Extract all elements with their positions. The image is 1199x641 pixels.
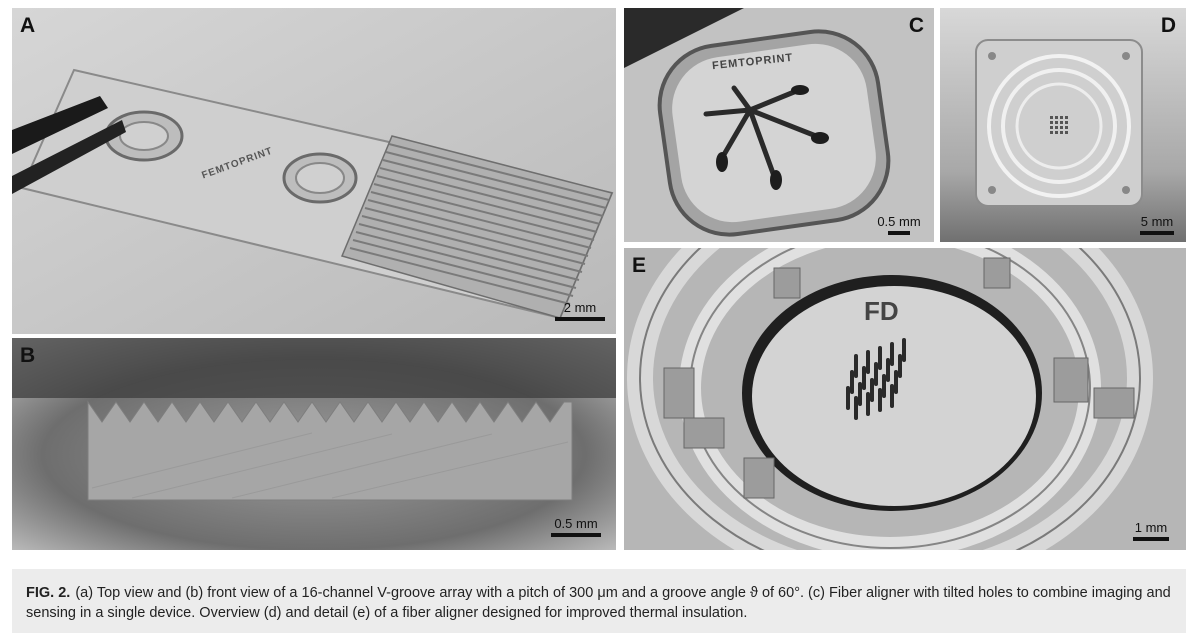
- panel-c: FEMTOPRINT C 0.5 mm: [624, 8, 934, 242]
- figure-caption: FIG. 2. (a) Top view and (b) front view o…: [12, 569, 1186, 633]
- panel-d-photo: [940, 8, 1186, 242]
- panel-a: FEMTOPRINT A 2 mm: [12, 8, 616, 334]
- panel-e-scale-bar: 1 mm: [1124, 520, 1178, 541]
- panel-d: D 5 mm: [940, 8, 1186, 242]
- panel-b-scale-bar: 0.5 mm: [544, 516, 608, 537]
- panel-a-photo: [12, 8, 616, 334]
- panel-c-scale-text: 0.5 mm: [877, 214, 921, 229]
- panel-e: FD E 1 mm: [624, 248, 1186, 550]
- panel-d-scale-bar: 5 mm: [1134, 214, 1180, 235]
- panel-a-scale-bar: 2 mm: [552, 300, 608, 321]
- panel-d-scale-text: 5 mm: [1140, 214, 1174, 229]
- panel-b: B 0.5 mm: [12, 338, 616, 550]
- panel-e-label: E: [632, 254, 647, 277]
- panel-c-photo: [624, 8, 934, 242]
- panel-b-label: B: [20, 344, 36, 367]
- caption-text: (a) Top view and (b) front view of a 16-…: [26, 585, 1171, 621]
- panel-a-label: A: [20, 14, 36, 37]
- panel-b-scale-text: 0.5 mm: [554, 516, 598, 531]
- svg-text:FD: FD: [864, 296, 899, 326]
- figure-label: FIG. 2.: [26, 585, 71, 601]
- panel-e-photo: FD: [624, 248, 1186, 550]
- panel-b-photo: [12, 338, 616, 550]
- panel-e-scale-text: 1 mm: [1134, 520, 1168, 535]
- panel-c-scale-bar: 0.5 mm: [870, 214, 928, 235]
- panel-c-label: C: [908, 14, 924, 37]
- panel-a-scale-text: 2 mm: [563, 300, 597, 315]
- panel-d-label: D: [1160, 14, 1176, 37]
